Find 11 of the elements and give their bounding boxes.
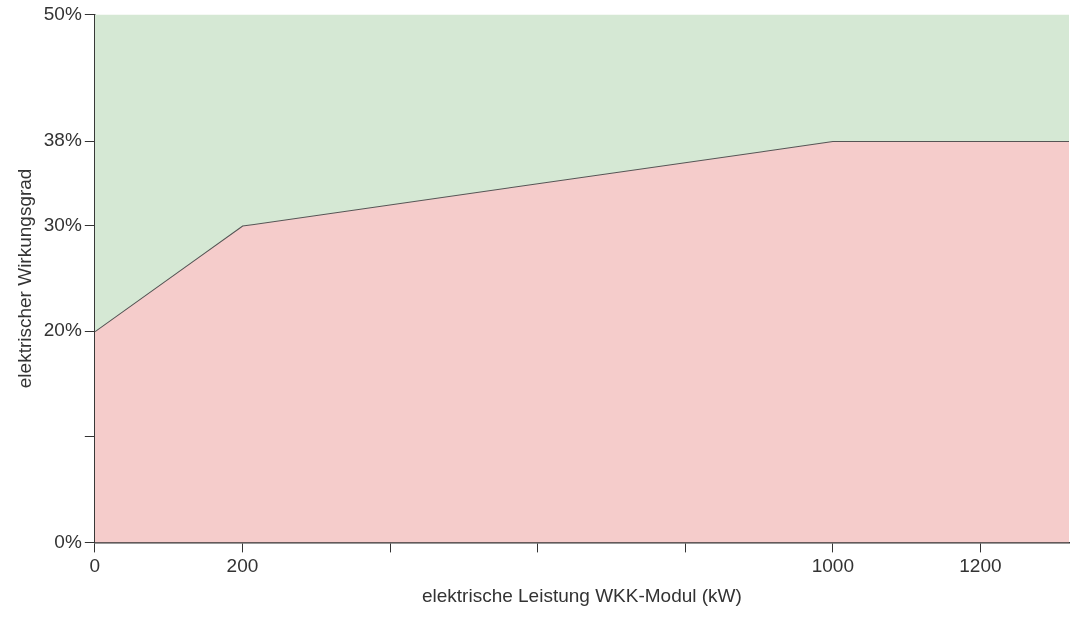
y-tick-label: 0% — [54, 530, 82, 552]
y-tick-label: 20% — [43, 319, 82, 341]
y-tick-label: 50% — [43, 2, 82, 24]
x-tick-label: 200 — [226, 555, 259, 577]
y-tick-label: 30% — [43, 213, 82, 235]
x-tick-label: 0 — [89, 555, 101, 577]
x-tick-label: 1200 — [959, 555, 1002, 577]
y-tick-label: 38% — [43, 129, 82, 151]
x-axis-title: elektrische Leistung WKK-Modul (kW) — [421, 584, 742, 606]
x-tick-label: 1000 — [811, 555, 854, 577]
y-axis-title: elektrischer Wirkungsgrad — [13, 168, 35, 389]
